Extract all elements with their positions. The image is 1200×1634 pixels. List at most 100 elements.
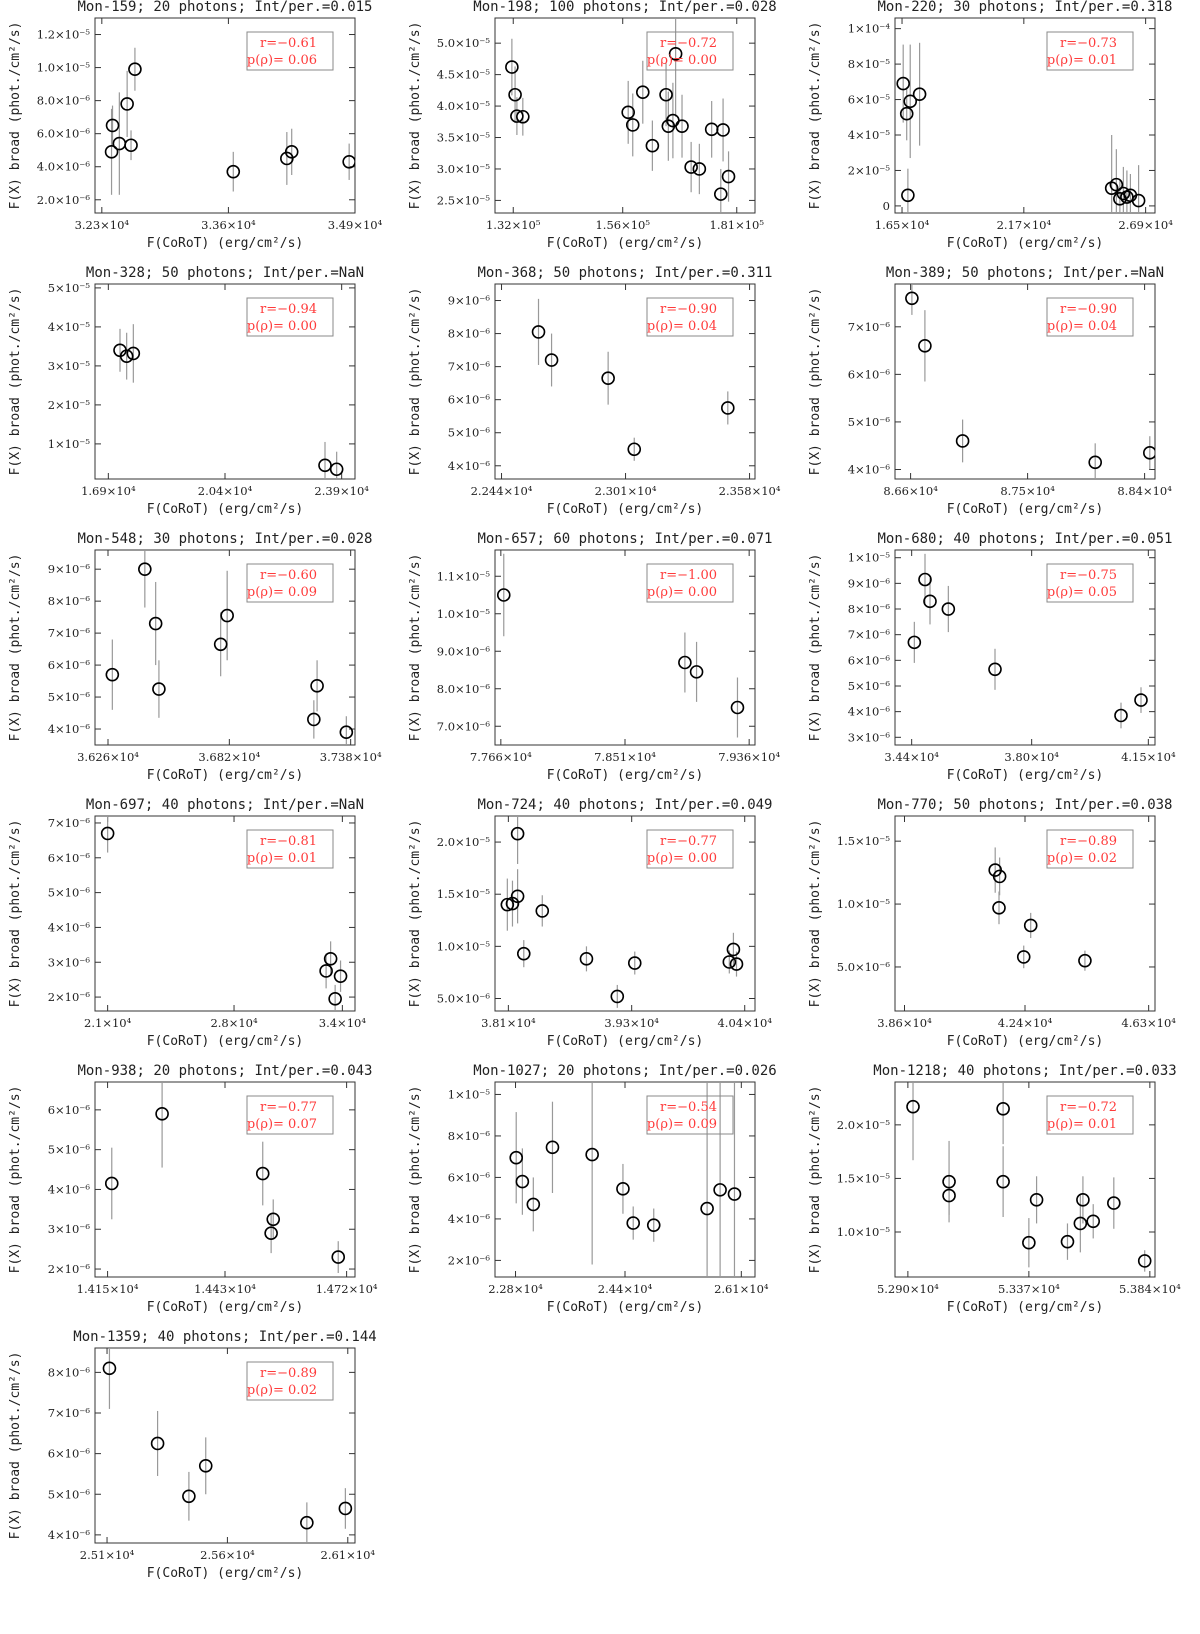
x-tick-label: 3.86×10⁴	[877, 1016, 932, 1030]
data-point	[155, 1107, 169, 1121]
x-tick-label: 2.61×10⁴	[321, 1548, 376, 1562]
data-point	[220, 608, 234, 623]
x-tick-label: 1.472×10⁴	[316, 1282, 378, 1296]
y-tick-label: 4×10⁻⁵	[848, 128, 891, 142]
data-point	[678, 655, 692, 670]
y-tick-label: 0	[883, 199, 890, 213]
data-point	[1137, 1254, 1152, 1268]
data-point	[545, 1140, 560, 1155]
y-tick-label: 6×10⁻⁶	[448, 1170, 491, 1184]
correlation-r: r=−0.90	[660, 302, 717, 317]
data-point	[148, 616, 163, 631]
data-point	[616, 1182, 630, 1196]
x-tick-label: 2.17×10⁴	[997, 218, 1052, 232]
data-point	[1107, 1196, 1121, 1210]
y-tick-label: 3.5×10⁻⁵	[437, 131, 491, 145]
y-tick-label: 4.0×10⁻⁵	[437, 99, 491, 113]
x-axis-label: F(CoRoT) (erg/cm²/s)	[547, 502, 704, 517]
x-tick-label: 5.384×10⁴	[1119, 1282, 1181, 1296]
y-axis-label: F(X) broad (phot./cm²/s)	[808, 22, 823, 210]
panel-title: Mon-680; 40 photons; Int/per.=0.051	[877, 531, 1172, 547]
x-tick-label: 3.80×10⁴	[1004, 750, 1059, 764]
y-tick-label: 7×10⁻⁶	[48, 1406, 91, 1420]
correlation-p: p(ρ)= 0.04	[647, 319, 717, 334]
data-layer	[906, 1082, 1152, 1272]
x-tick-label: 2.244×10⁴	[471, 484, 533, 498]
y-tick-label: 4×10⁻⁵	[48, 320, 91, 334]
data-layer	[104, 1082, 346, 1274]
correlation-p: p(ρ)= 0.02	[1047, 851, 1117, 866]
x-tick-label: 3.36×10⁴	[201, 218, 256, 232]
data-layer	[500, 816, 744, 1008]
data-point	[1114, 708, 1128, 723]
data-point	[1078, 953, 1092, 968]
y-tick-label: 2.0×10⁻⁵	[437, 835, 491, 849]
data-point	[516, 109, 530, 124]
x-tick-label: 1.69×10⁴	[81, 484, 136, 498]
y-axis-label: F(X) broad (phot./cm²/s)	[8, 288, 23, 476]
data-point	[621, 105, 635, 120]
scatter-plot: Mon-328; 50 photons; Int/per.=NaN 1.69×10…	[8, 265, 369, 517]
x-tick-label: 1.81×10⁵	[710, 218, 765, 232]
scatter-plot: Mon-220; 30 photons; Int/per.=0.318 1.65×…	[808, 0, 1173, 251]
scatter-panel: Mon-1027; 20 photons; Int/per.=0.026 2.28…	[400, 1063, 800, 1342]
y-tick-label: 9×10⁻⁶	[48, 562, 91, 576]
correlation-r: r=−0.72	[660, 36, 717, 51]
data-layer	[505, 18, 736, 213]
y-axis-label: F(X) broad (phot./cm²/s)	[8, 820, 23, 1008]
y-tick-label: 1.2×10⁻⁵	[37, 28, 91, 42]
x-tick-label: 2.358×10⁴	[719, 484, 781, 498]
correlation-p: p(ρ)= 0.00	[247, 319, 317, 334]
stat-box	[1046, 563, 1134, 603]
data-point	[342, 154, 355, 169]
plot-frame	[894, 283, 1156, 480]
y-tick-label: 8×10⁻⁶	[48, 1365, 91, 1379]
correlation-r: r=−0.94	[260, 302, 317, 317]
x-tick-label: 3.93×10⁴	[604, 1016, 659, 1030]
data-point	[668, 47, 683, 61]
data-layer	[509, 1082, 742, 1277]
scatter-plot: Mon-198; 100 photons; Int/per.=0.028 1.32…	[408, 0, 777, 251]
y-tick-label: 6×10⁻⁶	[48, 1103, 91, 1117]
x-tick-label: 5.290×10⁴	[877, 1282, 939, 1296]
y-tick-label: 6×10⁻⁶	[848, 653, 891, 667]
y-tick-label: 4×10⁻⁶	[848, 705, 891, 719]
y-axis-label: F(X) broad (phot./cm²/s)	[8, 554, 23, 742]
x-tick-label: 8.84×10⁴	[1117, 484, 1172, 498]
data-point	[544, 353, 559, 367]
data-point	[1086, 1214, 1101, 1229]
x-tick-label: 3.4×10⁴	[319, 1016, 367, 1030]
scatter-plot: Mon-1218; 40 photons; Int/per.=0.033 5.29…	[808, 1063, 1181, 1315]
x-tick-label: 1.65×10⁴	[875, 218, 930, 232]
data-point	[535, 904, 550, 918]
data-point	[119, 349, 134, 363]
scatter-plot: Mon-697; 40 photons; Int/per.=NaN 2.1×10⁴…	[8, 797, 367, 1049]
y-axis-label: F(X) broad (phot./cm²/s)	[808, 820, 823, 1008]
data-point	[1109, 177, 1124, 192]
y-tick-label: 6×10⁻⁶	[848, 367, 891, 381]
plot-frame	[894, 1081, 1156, 1278]
data-point	[1022, 1235, 1036, 1250]
x-axis-label: F(CoRoT) (erg/cm²/s)	[947, 768, 1104, 783]
y-tick-label: 4×10⁻⁶	[48, 1182, 91, 1196]
data-point	[333, 969, 348, 983]
x-tick-label: 4.24×10⁴	[998, 1016, 1053, 1030]
stat-box	[246, 829, 334, 869]
correlation-p: p(ρ)= 0.00	[647, 851, 717, 866]
data-point	[601, 371, 615, 385]
data-point	[152, 682, 166, 696]
y-axis-label: F(X) broad (phot./cm²/s)	[808, 1086, 823, 1274]
data-point	[700, 1201, 714, 1216]
y-tick-label: 2×10⁻⁶	[48, 1262, 91, 1276]
x-tick-label: 3.682×10⁴	[198, 750, 260, 764]
y-tick-label: 2×10⁻⁵	[48, 398, 91, 412]
data-point	[721, 169, 736, 184]
scatter-panel: Mon-724; 40 photons; Int/per.=0.049 3.81×…	[400, 797, 800, 1076]
y-tick-label: 4×10⁻⁶	[48, 920, 91, 934]
panel-title: Mon-368; 50 photons; Int/per.=0.311	[477, 265, 772, 281]
y-tick-label: 8×10⁻⁶	[48, 594, 91, 608]
y-tick-label: 1.5×10⁻⁵	[837, 834, 891, 848]
data-point	[626, 1216, 641, 1230]
y-tick-label: 5×10⁻⁶	[48, 690, 91, 704]
correlation-p: p(ρ)= 0.01	[1047, 1117, 1117, 1132]
